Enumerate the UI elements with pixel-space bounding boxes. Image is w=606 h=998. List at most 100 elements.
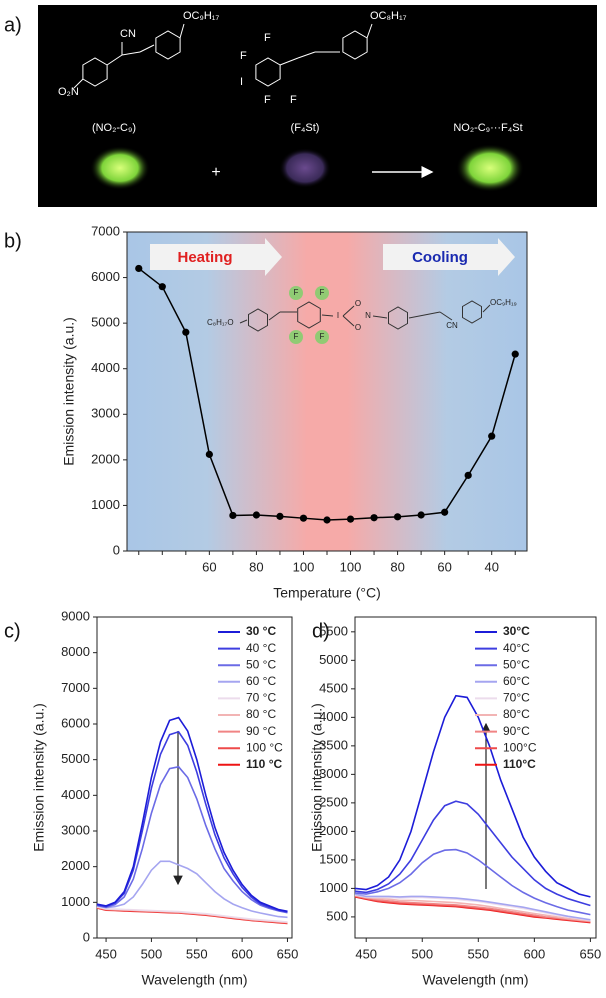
x-axis-label: Wavelength (nm) [141,972,247,988]
y-tick-label: 3000 [91,406,120,421]
chem-label: C₈H₁₇O [207,318,234,327]
data-point [158,283,166,291]
data-point [393,513,402,521]
halogen-highlight [289,330,303,344]
legend-label: 80 °C [246,707,276,721]
panel-label: a) [4,14,22,36]
x-tick-label: 550 [467,946,489,961]
ring [248,308,268,332]
legend-label: 50 °C [246,657,276,671]
crystal-photo [90,146,150,190]
y-axis-label: Emission intensity (a.u.) [309,703,325,852]
legend-label: 100°C [503,740,537,754]
chem-label: OC₉H₁₉ [490,298,517,307]
chem-label: F [320,288,325,297]
chem-label: F [290,94,297,106]
legend-label: 60 °C [246,674,276,688]
data-point [464,471,472,479]
y-tick-label: 5000 [61,751,90,766]
chem-label: F [320,332,325,341]
halogen-highlight [289,286,303,300]
legend-label: 30°C [503,624,530,638]
x-tick-label: 600 [523,946,545,961]
y-tick-label: 4500 [319,680,348,695]
y-tick-label: 1000 [91,497,120,512]
y-tick-label: 2000 [319,823,348,838]
spectrum-line [96,730,288,913]
y-tick-label: 9000 [61,608,90,623]
bond [366,23,373,39]
y-tick-label: 5500 [319,623,348,638]
bond [279,57,299,66]
x-tick-label: 450 [355,946,377,961]
chem-label: CN [446,321,458,330]
legend-label: 90°C [503,724,530,738]
compound-name: (NO₂-C₉) [92,122,136,134]
bond [121,51,141,56]
bond [372,315,388,319]
ring [297,301,321,329]
data-point [488,432,496,440]
compound-name: (F₄St) [291,122,320,134]
data-point [205,450,213,458]
y-axis-label: Emission intensity (a.u.) [31,703,47,852]
y-tick-label: 1500 [319,851,348,866]
x-axis-label: Temperature (°C) [273,585,381,601]
heating-arrow [150,238,282,276]
y-tick-label: 1000 [319,880,348,895]
y-tick-label: 0 [83,929,90,944]
x-tick-label: 500 [141,946,163,961]
y-tick-label: 3000 [319,766,348,781]
spectrum-line [354,800,591,907]
chem-label: O₂N [58,86,79,98]
x-tick-label: 550 [186,946,208,961]
legend-label: 60°C [503,674,530,688]
spectrum-line [354,894,591,922]
y-axis-label: Emission intensity (a.u.) [61,317,77,466]
plot-background [127,232,527,551]
plot-frame [96,616,293,939]
bond [482,304,491,313]
y-tick-label: 500 [326,908,348,923]
annotation: Heating [177,249,232,266]
chem-label: F [240,50,247,62]
legend-label: 80°C [503,707,530,721]
compound-name: NO₂-C₉···F₄St [453,122,522,134]
y-tick-label: 2000 [61,858,90,873]
molecule-drawing [239,286,491,344]
legend-label: 100 °C [246,740,283,754]
data-point [135,264,143,273]
x-tick-label: 80 [390,559,404,574]
y-tick-label: 4000 [61,787,90,802]
data-point [323,516,331,524]
legend-label: 90 °C [246,724,276,738]
x-tick-label: 100 [340,559,362,574]
annotation: Cooling [412,249,468,266]
y-tick-label: 5000 [91,315,120,330]
y-tick-label: 5000 [319,652,348,667]
data-point [252,511,261,519]
y-tick-label: 1000 [61,894,90,909]
chem-label: CN [120,28,136,40]
data-point [346,515,355,523]
legend-label: 40 °C [246,641,276,655]
data-point [511,350,519,358]
chem-label: F [294,288,299,297]
spectrum-line [354,893,591,921]
legend-label: 110 °C [246,757,282,771]
data-point [370,514,378,522]
spectrum-line [96,860,288,919]
panel-label: b) [4,230,22,252]
chem-label: OC₈H₁₇ [370,10,407,22]
data-point [182,328,190,336]
chem-label: O [355,299,361,308]
ring [388,306,408,330]
legend-label: 70 °C [246,691,276,705]
chem-label: F [264,94,271,106]
x-tick-label: 60 [437,559,451,574]
bond [179,23,185,39]
x-tick-label: 80 [249,559,263,574]
x-tick-label: 100 [293,559,315,574]
spectrum-line [96,716,288,913]
